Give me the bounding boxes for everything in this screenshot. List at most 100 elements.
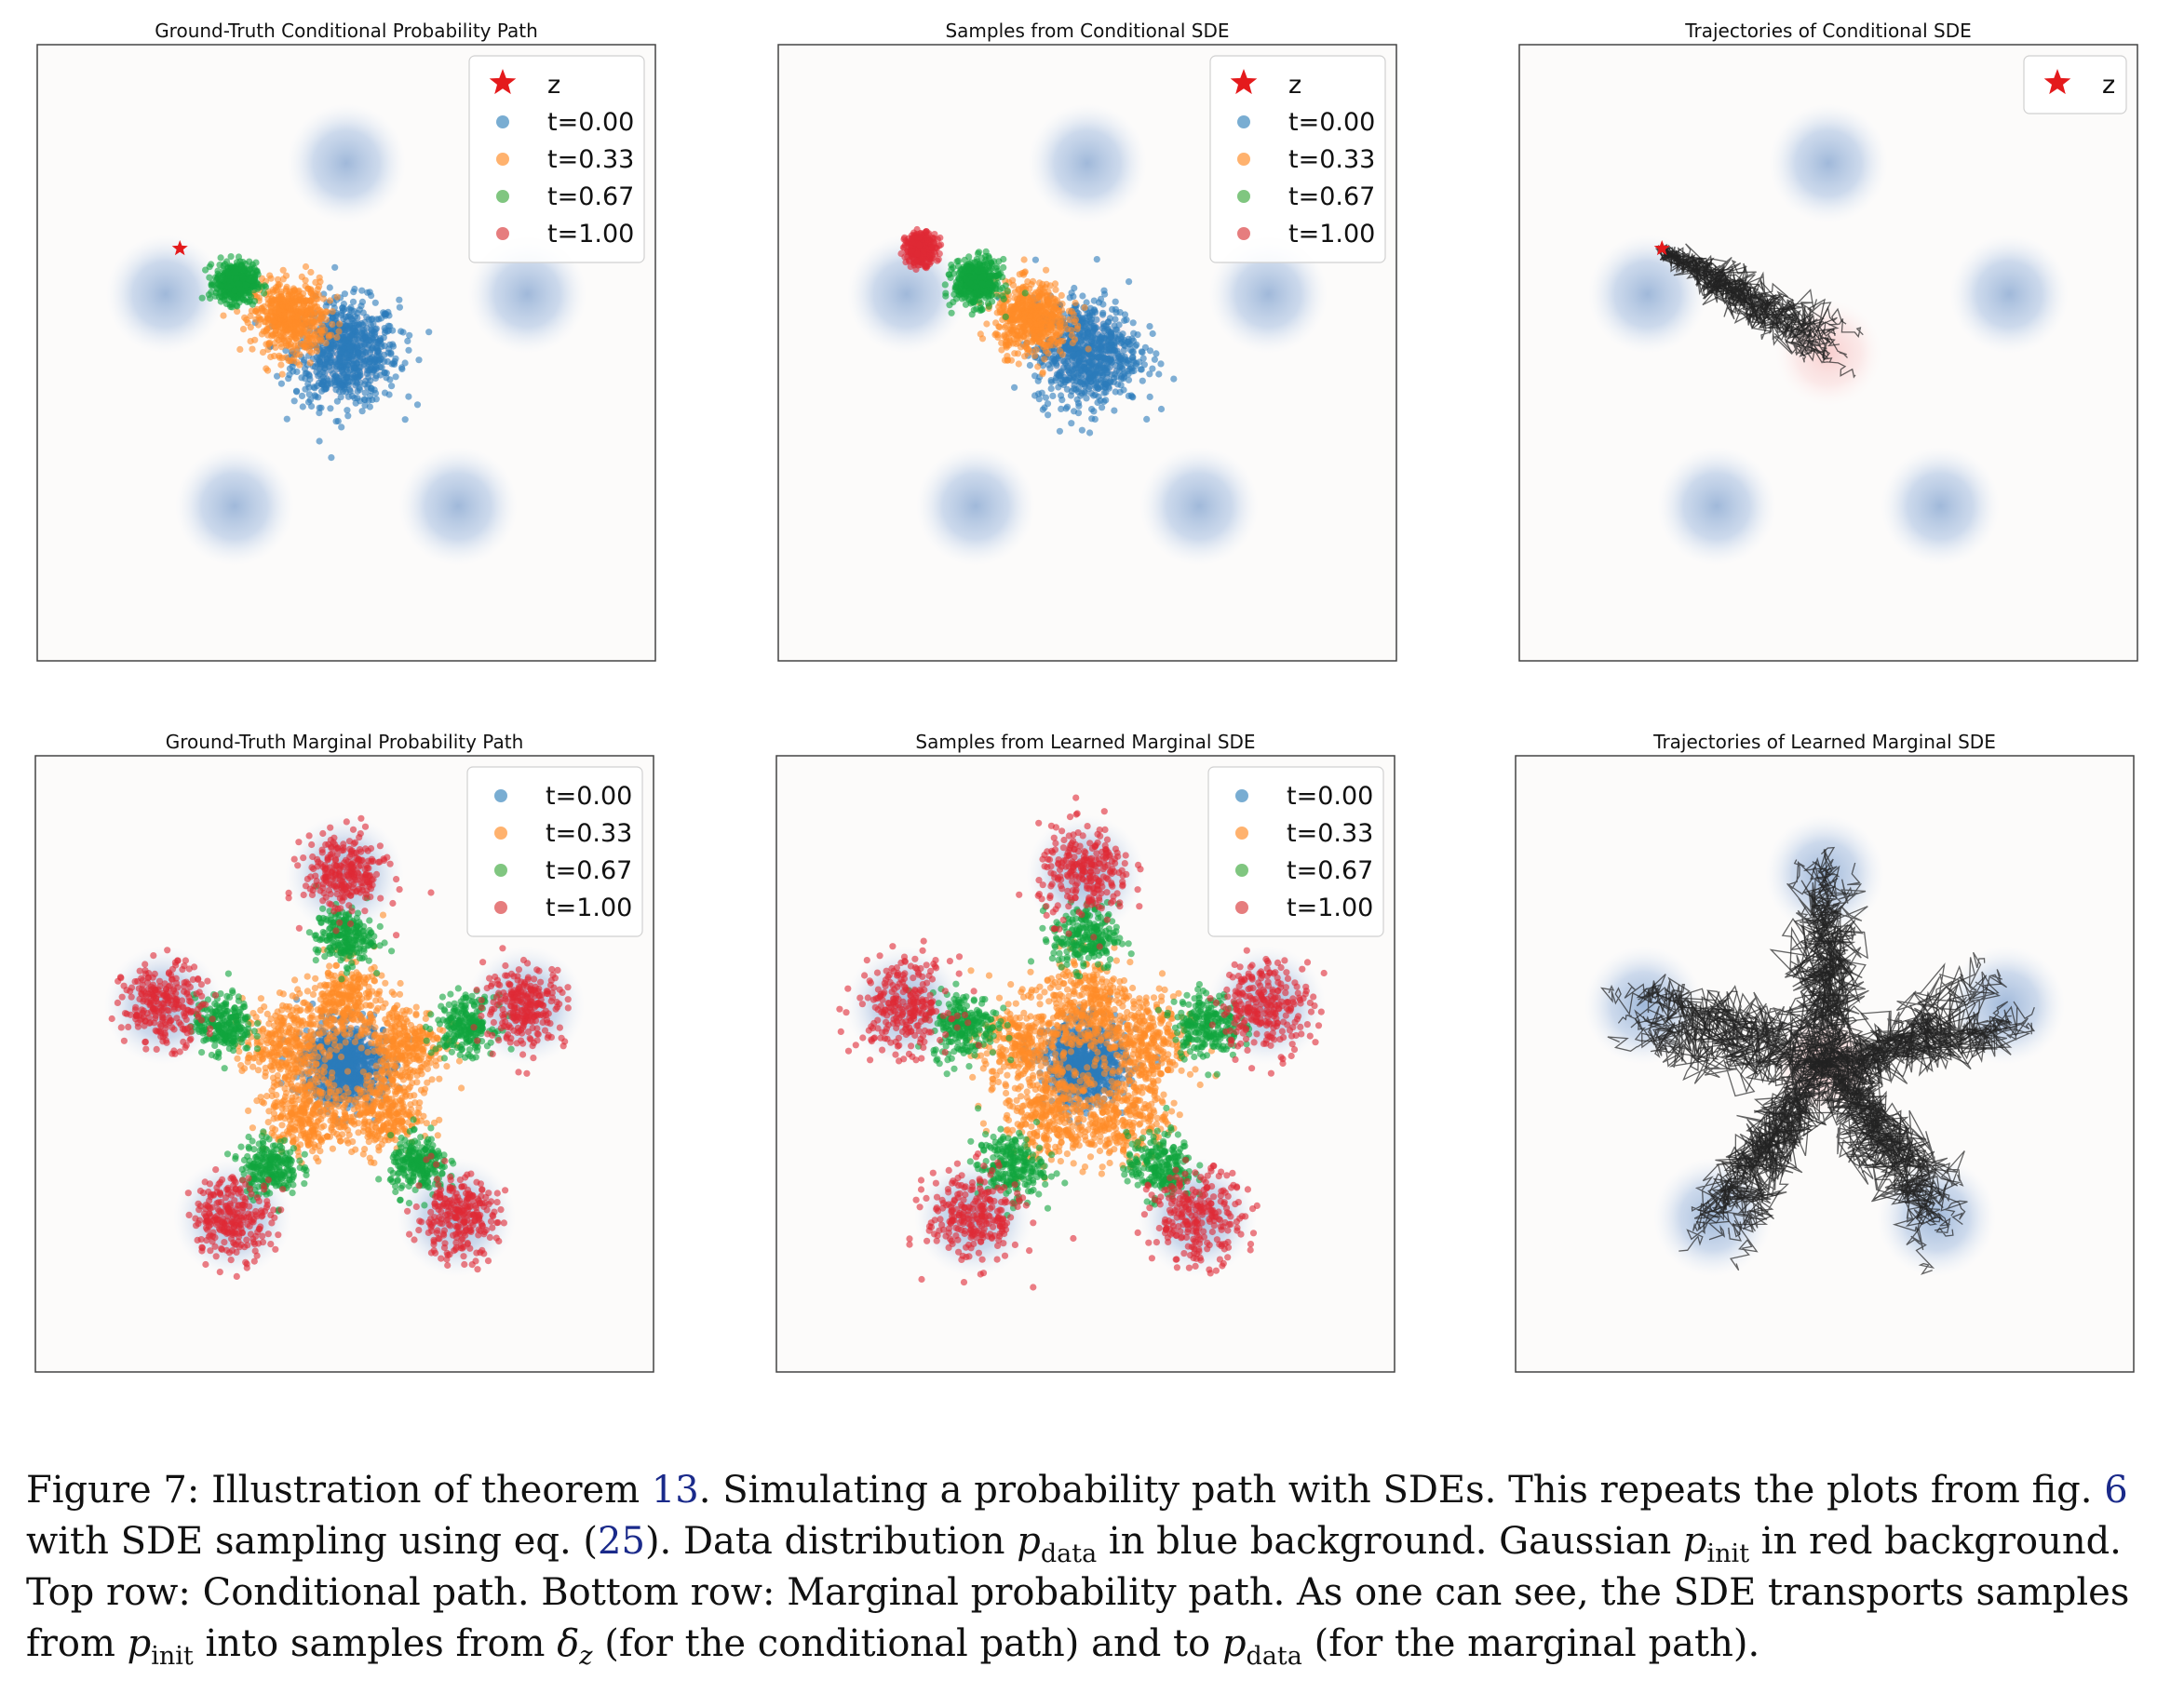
scatter-point [223, 258, 231, 265]
scatter-point [1001, 356, 1009, 364]
scatter-point [975, 249, 983, 256]
scatter-point [1099, 404, 1106, 411]
scatter-point [900, 244, 908, 251]
scatter-point [329, 315, 336, 323]
scatter-point [942, 292, 950, 300]
scatter-point [1120, 386, 1127, 394]
scatter-point [207, 294, 214, 302]
scatter-point [321, 370, 329, 377]
scatter-point [972, 297, 979, 304]
scatter-point [227, 273, 235, 280]
scatter-point [344, 373, 351, 381]
scatter-point [381, 329, 389, 336]
scatter-point [348, 352, 356, 359]
scatter-point [1073, 396, 1081, 403]
scatter-point [300, 301, 307, 308]
data-mode-blob-5 [1208, 235, 1328, 354]
scatter-point [383, 374, 390, 382]
scatter-point [1070, 366, 1077, 373]
scatter-point [989, 298, 996, 305]
scatter-point [298, 374, 305, 382]
scatter-point [1070, 351, 1077, 358]
scatter-point [912, 265, 920, 274]
scatter-point [1129, 356, 1137, 364]
scatter-point [941, 281, 949, 289]
scatter-point [1039, 362, 1046, 370]
scatter-point [337, 381, 344, 388]
legend: zt=0.00t=0.33t=0.67t=1.00 [468, 55, 645, 263]
scatter-point [1009, 276, 1017, 284]
scatter-point [1029, 337, 1036, 344]
scatter-point [369, 327, 376, 335]
scatter-point [357, 302, 365, 310]
scatter-point [978, 335, 987, 343]
legend-dot-icon [1237, 190, 1250, 203]
scatter-point [1085, 358, 1094, 366]
scatter-point [369, 344, 376, 352]
scatter-point [953, 258, 961, 265]
scatter-point [1132, 343, 1139, 350]
scatter-point [316, 379, 323, 386]
scatter-point [314, 286, 321, 293]
scatter-point [216, 282, 223, 289]
scatter-point [998, 346, 1005, 354]
scatter-point [1140, 361, 1148, 369]
scatter-point [1013, 335, 1020, 343]
scatter-point [962, 301, 970, 308]
scatter-point [301, 315, 308, 322]
scatter-point [289, 330, 296, 338]
scatter-point [234, 302, 241, 310]
scatter-point [1090, 350, 1098, 357]
scatter-point [275, 307, 282, 315]
scatter-point [985, 302, 992, 310]
scatter-point [991, 331, 999, 339]
scatter-point [208, 261, 215, 268]
scatter-point [1004, 340, 1012, 347]
scatter-point [368, 292, 375, 300]
scatter-point [923, 264, 930, 272]
scatter-point [343, 1045, 350, 1053]
scatter-point [1102, 346, 1110, 354]
scatter-point [1048, 335, 1056, 343]
scatter-point [1095, 362, 1102, 370]
scatter-point [354, 331, 361, 339]
scatter-point [1014, 295, 1021, 302]
scatter-point [303, 337, 312, 344]
scatter-point [1045, 314, 1052, 321]
scatter-point [1126, 278, 1133, 286]
scatter-point [963, 276, 970, 283]
scatter-point [1058, 300, 1066, 308]
scatter-point [1088, 415, 1096, 423]
scatter-point [993, 272, 1001, 279]
scatter-point [388, 383, 396, 390]
scatter-point [1011, 383, 1018, 391]
panel-frame [36, 44, 656, 662]
scatter-point [1017, 343, 1025, 351]
scatter-point [1077, 338, 1085, 345]
scatter-point [353, 1053, 360, 1060]
scatter-point [1037, 330, 1045, 338]
scatter-point [1058, 392, 1065, 399]
scatter-point [344, 412, 352, 420]
scatter-point [397, 979, 404, 988]
scatter-point [1043, 266, 1050, 274]
scatter-point [1058, 291, 1065, 299]
scatter-point [1075, 402, 1083, 410]
scatter-point [387, 349, 395, 356]
scatter-point [378, 364, 385, 371]
scatter-point [296, 292, 303, 300]
scatter-point [988, 291, 995, 299]
scatter-point [273, 314, 280, 321]
series-t-0.67 [198, 253, 270, 311]
scatter-point [358, 408, 366, 415]
scatter-point [336, 1042, 344, 1050]
scatter-point [316, 274, 323, 281]
scatter-point [1062, 345, 1070, 353]
scatter-point [306, 359, 314, 367]
legend-label: z [1288, 71, 1301, 100]
scatter-point [992, 264, 1000, 272]
scatter-point [315, 372, 322, 380]
scatter-point [253, 305, 261, 313]
scatter-point [1099, 309, 1107, 316]
scatter-point [1068, 331, 1075, 339]
